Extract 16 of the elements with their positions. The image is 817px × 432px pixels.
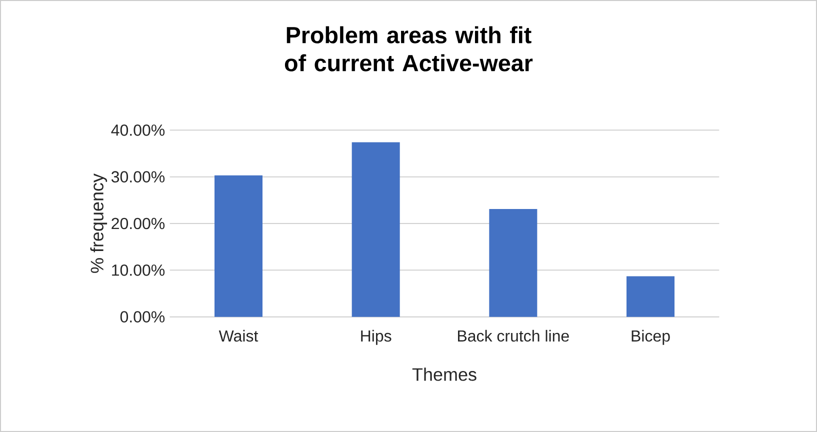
bar: [214, 175, 262, 317]
x-tick-label: Back crutch line: [458, 330, 569, 342]
x-tick-label: Waist: [218, 330, 258, 342]
y-axis-title: % frequency: [90, 174, 108, 273]
x-axis-title: Themes: [412, 368, 476, 381]
y-tick-label: 40.00%: [111, 124, 165, 136]
x-tick-label: Hips: [361, 330, 392, 345]
bar: [352, 142, 400, 317]
chart-title: Problem areas with fit of current Active-wear: [284, 26, 533, 72]
x-tick-label: Bicep: [632, 330, 670, 345]
y-tick-label: 30.00%: [111, 171, 165, 182]
y-tick-label: 20.00%: [112, 218, 165, 230]
bar: [489, 209, 538, 317]
y-tick-label: 10.00%: [112, 264, 165, 276]
y-tick-label: 0.00%: [120, 311, 165, 322]
bar: [626, 276, 675, 317]
